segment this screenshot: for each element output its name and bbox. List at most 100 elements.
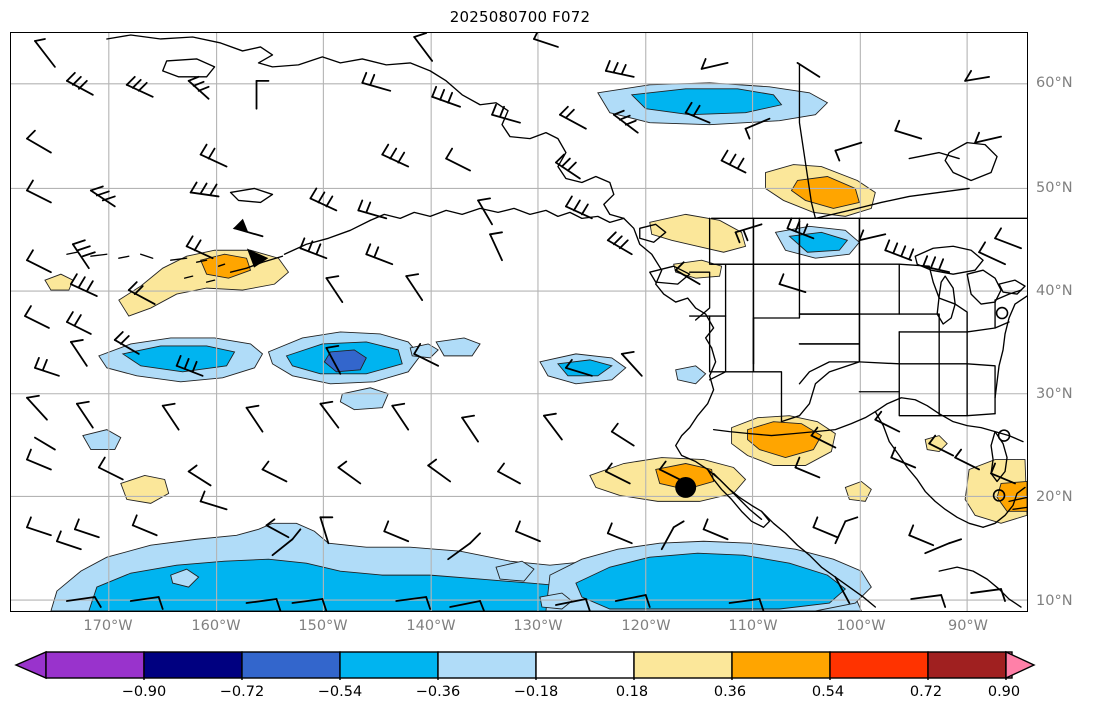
wind-barb — [319, 400, 340, 429]
xtick-label: 140°W — [406, 618, 456, 634]
ytick-label: 40°N — [1036, 283, 1073, 299]
wind-barb — [34, 356, 60, 377]
colorbar-under-arrow — [14, 650, 47, 680]
colorbar-cell — [45, 651, 145, 679]
wind-barb — [291, 598, 328, 611]
wind-barb — [337, 460, 362, 485]
ytick-label: 50°N — [1036, 180, 1073, 196]
wind-barb — [24, 305, 50, 329]
wind-barb — [255, 79, 270, 110]
wind-barb — [26, 179, 52, 204]
wind-barb — [834, 141, 863, 162]
map-plot-area[interactable] — [10, 32, 1028, 612]
wind-barb — [515, 520, 541, 543]
coastline-mexico-east — [874, 411, 984, 528]
wind-barb — [744, 117, 771, 140]
wind-barb — [606, 231, 633, 256]
coastline-lake-huron-erie — [966, 269, 1002, 305]
wind-barb — [69, 273, 98, 297]
coastline-lake-michigan — [936, 275, 956, 325]
wind-barb — [65, 596, 102, 608]
wind-barb — [391, 402, 410, 431]
wind-barb — [604, 462, 631, 485]
wind-barb — [129, 596, 164, 610]
wind-barb — [427, 458, 452, 483]
wind-barb — [71, 239, 96, 270]
shaded-contours — [44, 82, 1027, 611]
wind-barb — [445, 147, 471, 172]
contour-epac-small-negative — [495, 560, 535, 582]
border-state-south-1 — [858, 361, 900, 393]
contour-cnpac-deep-negative — [323, 349, 367, 373]
border-state-ok-tx — [798, 343, 861, 385]
xtick-label: 130°W — [513, 618, 563, 634]
coastline-mexico-yucatan — [982, 486, 1026, 528]
xtick-label: 90°W — [947, 618, 989, 634]
contour-socal-small-negative — [675, 365, 707, 385]
wind-barb — [199, 143, 228, 168]
wind-barb — [954, 448, 980, 471]
wind-barb — [199, 490, 228, 511]
colorbar-cell — [927, 651, 1007, 679]
contour-hawaii-positive — [120, 475, 170, 504]
coastline-us-west — [675, 347, 717, 471]
wind-barb — [786, 217, 815, 240]
wind-barb — [447, 532, 481, 561]
wind-barb — [565, 195, 593, 220]
wind-barb — [555, 598, 591, 611]
wind-barb — [187, 464, 212, 487]
wind-barb — [26, 394, 48, 421]
storm-position-marker[interactable] — [675, 476, 697, 498]
coastline-us-east — [994, 295, 1027, 415]
wind-barb — [189, 181, 220, 198]
wind-barb — [232, 218, 264, 238]
colorbar[interactable] — [14, 650, 1036, 680]
contour-greatbasin-positive — [649, 213, 747, 253]
wind-barb — [26, 129, 52, 154]
graticule — [11, 33, 1027, 611]
ytick-label: 20°N — [1036, 489, 1073, 505]
wind-barb — [555, 153, 581, 180]
wind-barb — [26, 448, 52, 471]
wind-barb — [990, 462, 1016, 485]
border-state-mt-wy — [708, 217, 755, 265]
wind-barb — [383, 520, 410, 543]
wind-barb — [684, 101, 711, 124]
xtick-label: 170°W — [83, 618, 133, 634]
wind-barb — [34, 38, 56, 68]
wind-barb — [131, 514, 158, 537]
figure-title: 2025080700 F072 — [449, 8, 591, 26]
colorbar-tick-label: 0.36 — [713, 684, 747, 700]
colorbar-swatches — [14, 650, 1036, 680]
wind-barb — [874, 410, 901, 433]
border-state-appalachia — [966, 321, 1010, 333]
wind-barb — [834, 576, 851, 604]
wind-barb — [834, 516, 859, 545]
wind-barb — [34, 436, 56, 451]
coastline-alaska-seward — [229, 187, 274, 204]
wind-barb — [73, 518, 100, 539]
wind-barb — [964, 69, 990, 82]
border-state-ne-1 — [994, 289, 1022, 301]
wind-barb — [175, 354, 204, 377]
wind-barb — [924, 538, 963, 555]
wind-barb — [75, 400, 94, 429]
ytick-label: 10°N — [1036, 593, 1073, 609]
border-state-midwest-1 — [858, 263, 900, 315]
wind-barb — [245, 404, 264, 433]
wind-barb — [614, 594, 651, 608]
border-state-ne-ks — [798, 263, 861, 315]
wind-barb — [325, 345, 342, 375]
contour-cnpac-small-negative-2 — [339, 387, 389, 411]
coastline-florida — [990, 430, 1008, 483]
wind-barb — [620, 350, 643, 377]
coastline-vancouver-island — [649, 265, 691, 285]
wind-barb — [65, 71, 94, 96]
border-canada-east — [814, 187, 970, 220]
wind-barb — [361, 71, 392, 92]
wind-barb — [56, 530, 82, 551]
contour-cnpac-small-negative-1 — [409, 343, 439, 359]
border-state-south-4 — [898, 391, 940, 417]
contour-bc-mid-negative — [630, 88, 783, 116]
wind-barb — [796, 61, 821, 78]
